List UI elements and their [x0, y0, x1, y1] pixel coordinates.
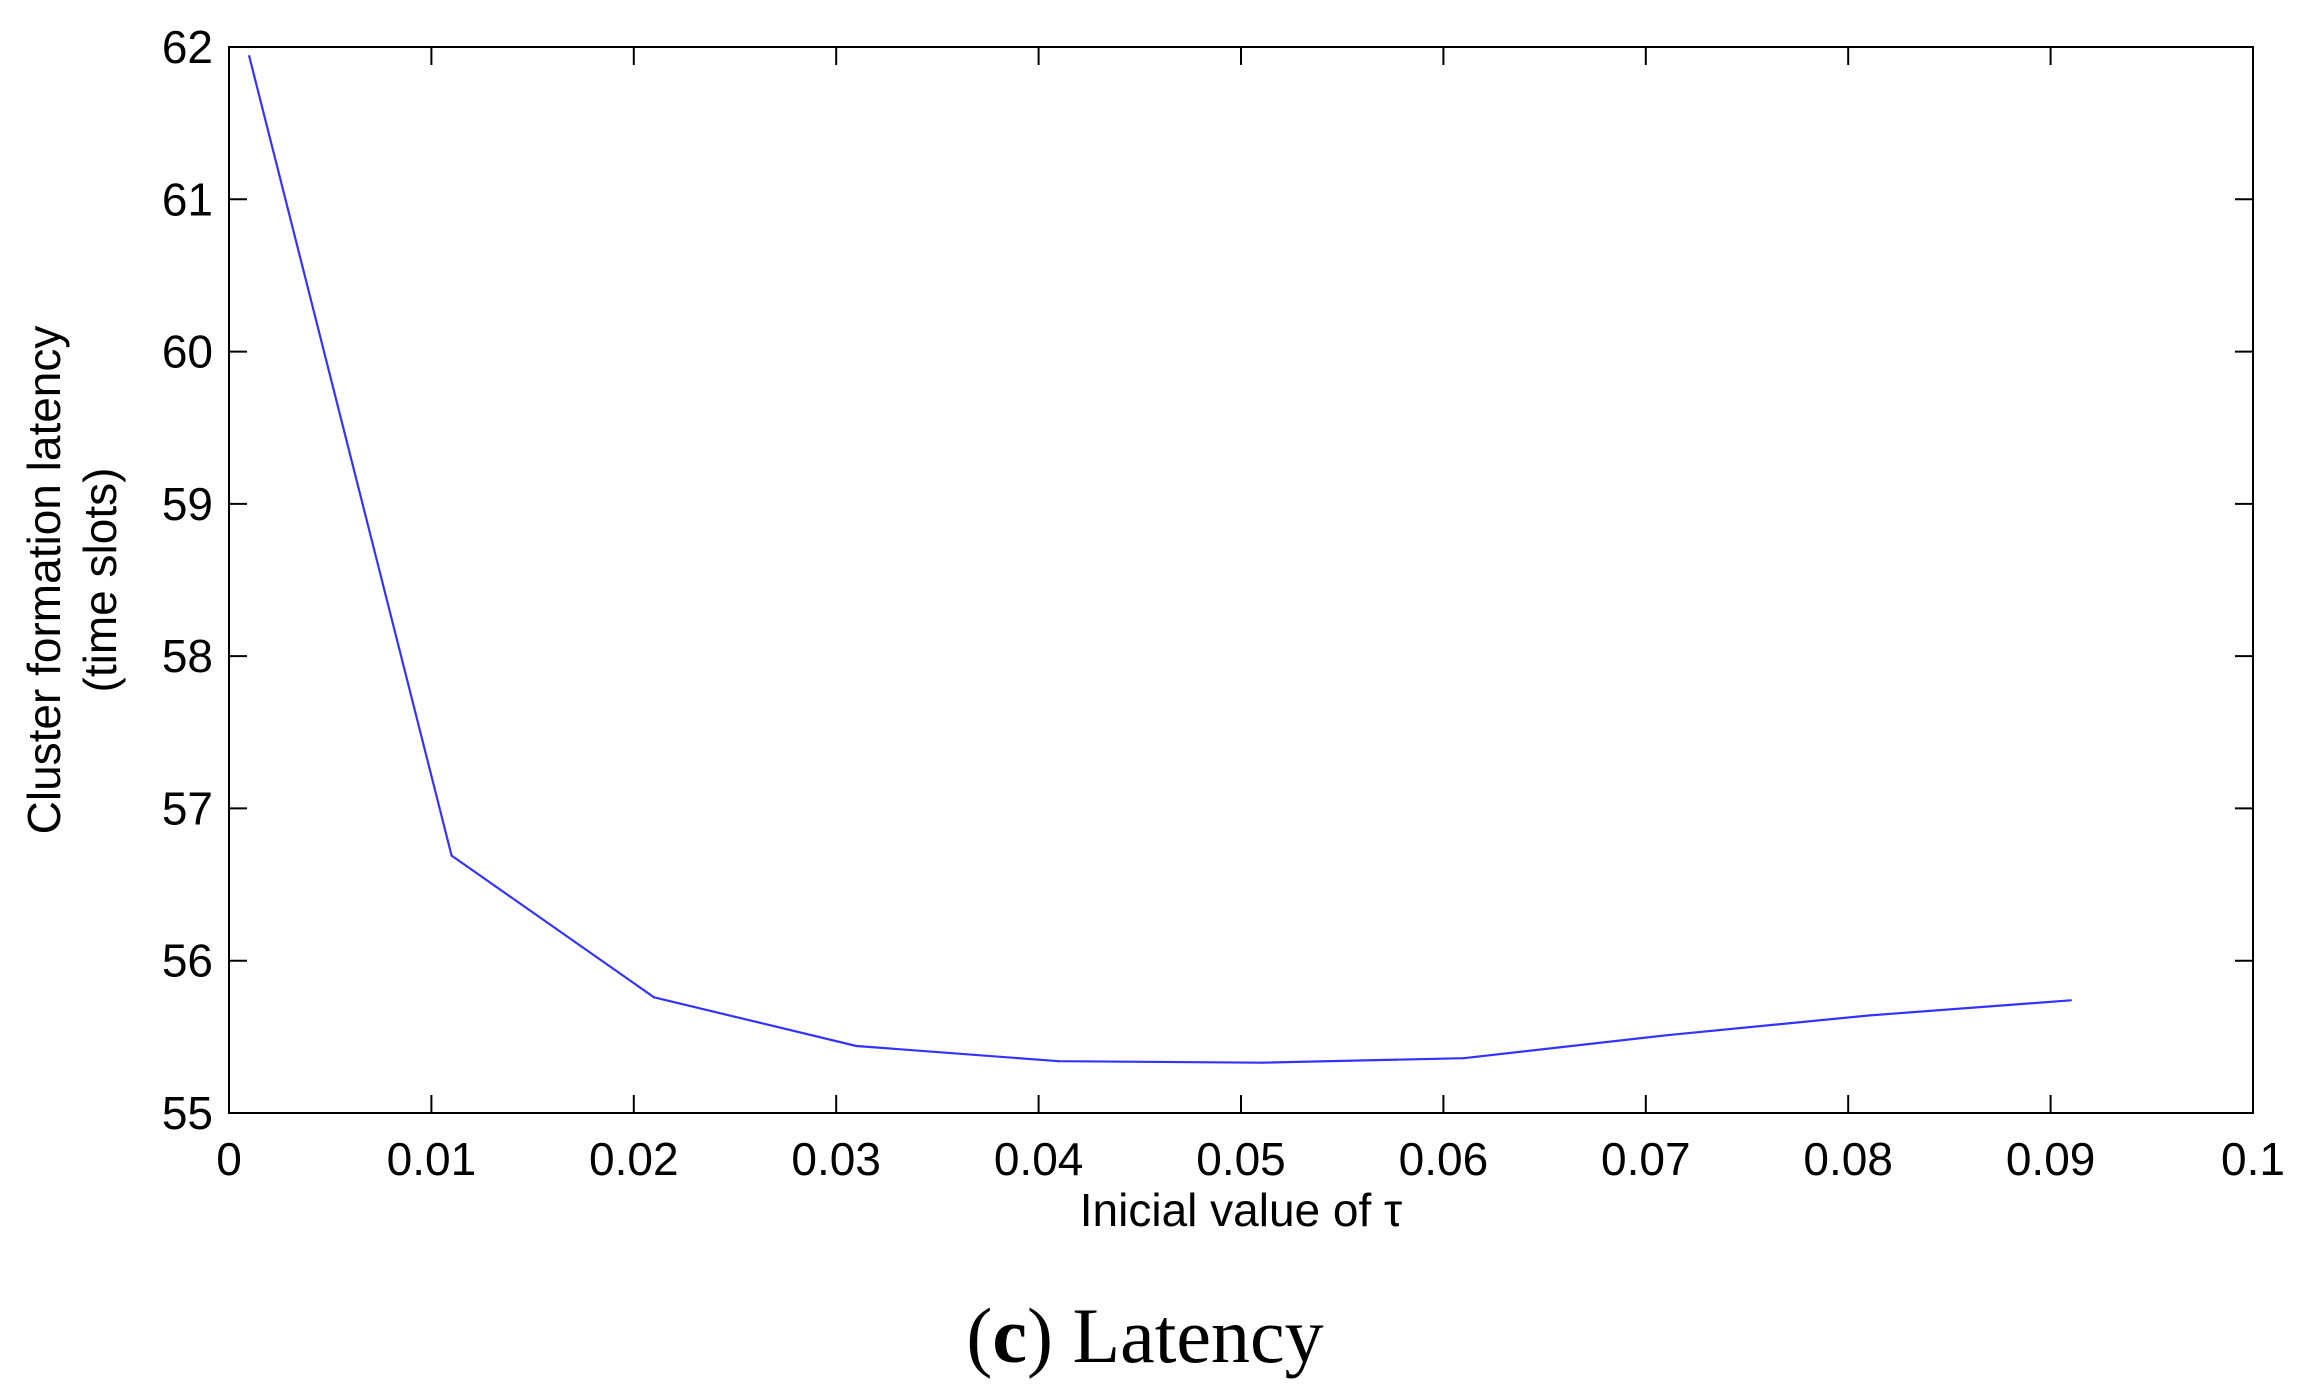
y-tick-label: 56	[162, 935, 213, 987]
y-tick-label: 62	[162, 21, 213, 73]
x-tick-label: 0	[216, 1133, 242, 1185]
data-point	[1057, 1060, 1060, 1063]
data-point	[1462, 1057, 1465, 1060]
y-tick-label: 55	[162, 1087, 213, 1139]
y-tick-label: 59	[162, 478, 213, 530]
figure-caption: (c) Latency	[966, 1292, 1323, 1379]
y-tick-labels: 55 56 57 58 59 60 61 62	[162, 21, 213, 1139]
axis-ticks	[228, 46, 2254, 1114]
x-tick-label: 0.02	[589, 1133, 679, 1185]
y-axis-label: Cluster formation latency	[18, 326, 70, 835]
data-point	[855, 1044, 858, 1048]
data-point	[1664, 1034, 1668, 1037]
x-tick-label: 0.03	[791, 1133, 881, 1185]
caption-letter: c	[992, 1292, 1027, 1379]
x-tick-label: 0.08	[1803, 1133, 1893, 1185]
x-tick-label: 0.07	[1601, 1133, 1691, 1185]
y-tick-label: 58	[162, 630, 213, 682]
y-axis-sublabel: (time slots)	[74, 468, 126, 693]
data-point	[450, 854, 453, 857]
x-tick-label: 0.01	[387, 1133, 477, 1185]
data-point	[1867, 1014, 1870, 1017]
y-tick-label: 61	[162, 173, 213, 225]
data-point	[2069, 999, 2072, 1002]
y-tick-label: 57	[162, 782, 213, 834]
tau-symbol: τ	[1384, 1184, 1402, 1236]
caption-text: Latency	[1053, 1292, 1324, 1379]
x-tick-label: 0.1	[2221, 1133, 2285, 1185]
data-point	[1260, 1061, 1263, 1064]
y-tick-label: 60	[162, 326, 213, 378]
x-tick-label: 0.06	[1399, 1133, 1489, 1185]
series-line	[248, 55, 2071, 1064]
data-point	[652, 996, 656, 999]
x-axis-label: Inicial value of τ	[1080, 1184, 1402, 1236]
data-point	[248, 55, 251, 58]
x-tick-label: 0.04	[994, 1133, 1084, 1185]
x-tick-labels: 0 0.01 0.02 0.03 0.04 0.05 0.06 0.07 0.08 0.09 0.1	[216, 1133, 2285, 1185]
x-tick-label: 0.05	[1196, 1133, 1286, 1185]
plot-area	[228, 46, 2254, 1114]
x-tick-label: 0.09	[2006, 1133, 2096, 1185]
series-group	[248, 55, 2072, 1064]
